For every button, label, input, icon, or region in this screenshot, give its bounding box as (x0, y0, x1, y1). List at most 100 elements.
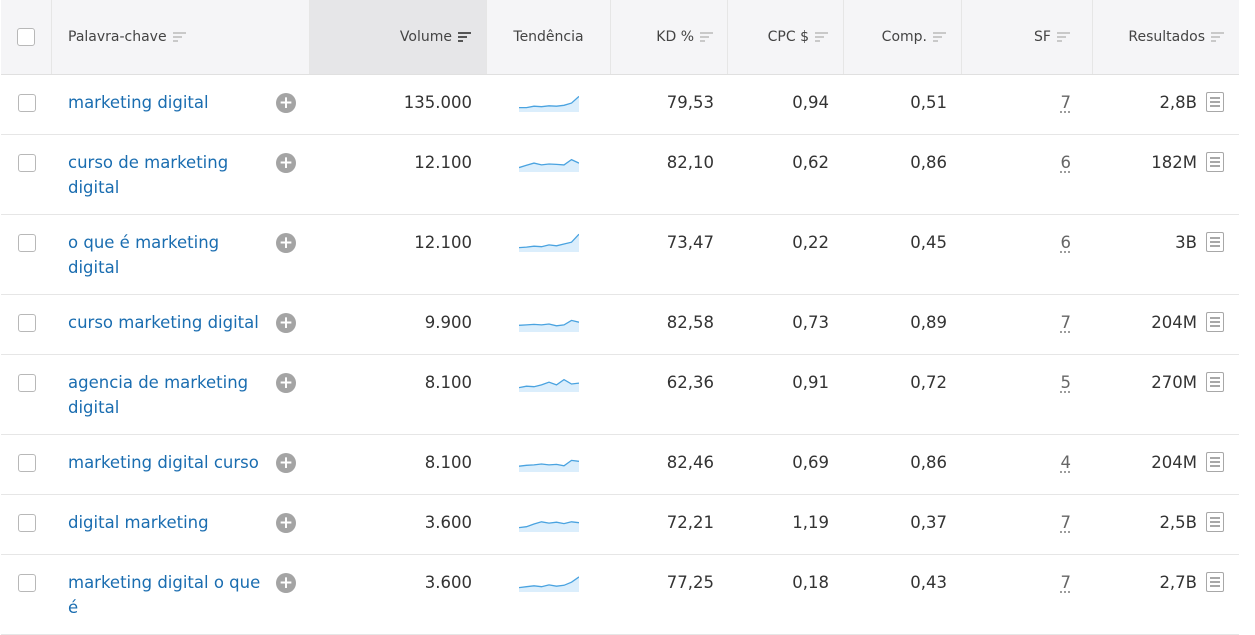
sf-value[interactable]: 4 (1060, 453, 1072, 472)
sort-icon[interactable] (815, 31, 828, 43)
table-row: marketing digital + 135.000 79,53 0,94 0… (1, 75, 1239, 135)
sort-icon[interactable] (700, 31, 713, 43)
volume-value: 12.100 (414, 153, 472, 172)
row-select-cell (1, 135, 52, 214)
sort-icon[interactable] (1211, 31, 1224, 43)
keyword-link[interactable]: marketing digital curso (68, 453, 259, 472)
row-checkbox[interactable] (17, 234, 36, 252)
plus-circle-icon[interactable]: + (276, 93, 296, 113)
kd-cell: 77,25 (611, 555, 728, 634)
keyword-link[interactable]: marketing digital (68, 93, 209, 112)
keyword-link[interactable]: curso marketing digital (68, 313, 259, 332)
trend-area (519, 159, 579, 172)
serp-page-icon[interactable] (1206, 92, 1224, 112)
volume-value: 12.100 (414, 233, 472, 252)
column-comp[interactable]: Comp. (844, 0, 962, 74)
serp-page-icon[interactable] (1206, 452, 1224, 472)
keyword-link[interactable]: curso de marketing digital (68, 153, 229, 197)
sf-value[interactable]: 6 (1060, 233, 1072, 252)
comp-value: 0,86 (910, 153, 947, 172)
table-row: digital marketing + 3.600 72,21 1,19 0,3… (1, 495, 1239, 555)
keyword-link[interactable]: o que é marketing digital (68, 233, 220, 277)
trend-area (519, 234, 579, 252)
keyword-link[interactable]: digital marketing (68, 513, 209, 532)
serp-page-icon[interactable] (1206, 372, 1224, 392)
plus-circle-icon[interactable]: + (276, 313, 296, 333)
plus-circle-icon[interactable]: + (276, 453, 296, 473)
column-cpc[interactable]: CPC $ (728, 0, 844, 74)
plus-circle-icon[interactable]: + (276, 373, 296, 393)
column-keyword[interactable]: Palavra-chave (52, 0, 310, 74)
results-value: 182M (1151, 153, 1197, 172)
row-checkbox[interactable] (17, 454, 36, 472)
keyword-cell: agencia de marketing digital + (52, 355, 310, 434)
row-checkbox[interactable] (17, 154, 36, 172)
select-all-checkbox[interactable] (17, 28, 35, 46)
kd-cell: 72,21 (611, 495, 728, 554)
kd-value: 62,36 (666, 373, 714, 392)
sf-cell: 5 (962, 355, 1093, 434)
serp-page-icon[interactable] (1206, 512, 1224, 532)
comp-value: 0,51 (910, 93, 947, 112)
sf-value[interactable]: 5 (1060, 373, 1072, 392)
volume-cell: 12.100 (310, 215, 487, 294)
sort-icon[interactable] (1057, 31, 1070, 43)
keyword-link[interactable]: marketing digital o que é (68, 573, 261, 617)
plus-circle-icon[interactable]: + (276, 513, 296, 533)
results-cell: 3B (1093, 215, 1239, 294)
sf-value[interactable]: 7 (1060, 513, 1072, 532)
comp-cell: 0,37 (844, 495, 962, 554)
plus-circle-icon[interactable]: + (276, 573, 296, 593)
sort-icon[interactable] (172, 31, 186, 43)
column-sf[interactable]: SF (962, 0, 1093, 74)
kd-cell: 79,53 (611, 75, 728, 134)
sf-value[interactable]: 7 (1060, 573, 1072, 592)
column-kd[interactable]: KD % (611, 0, 728, 74)
volume-value: 135.000 (403, 93, 472, 112)
cpc-value: 0,62 (792, 153, 829, 172)
table-row: o que é marketing digital + 12.100 73,47… (1, 215, 1239, 295)
serp-page-icon[interactable] (1206, 572, 1224, 592)
cpc-cell: 0,18 (728, 555, 844, 634)
sf-cell: 4 (962, 435, 1093, 494)
plus-circle-icon[interactable]: + (276, 233, 296, 253)
plus-circle-icon[interactable]: + (276, 153, 296, 173)
column-results[interactable]: Resultados (1093, 0, 1239, 74)
cpc-cell: 0,94 (728, 75, 844, 134)
comp-cell: 0,43 (844, 555, 962, 634)
kd-cell: 82,10 (611, 135, 728, 214)
keyword-link[interactable]: agencia de marketing digital (68, 373, 249, 417)
sf-value[interactable]: 7 (1060, 93, 1072, 112)
row-checkbox[interactable] (17, 314, 36, 332)
row-checkbox[interactable] (17, 374, 36, 392)
sf-cell: 7 (962, 75, 1093, 134)
sort-icon[interactable] (458, 31, 471, 43)
row-checkbox[interactable] (17, 514, 36, 532)
trend-cell (487, 355, 611, 434)
trend-line (519, 233, 579, 249)
serp-page-icon[interactable] (1206, 232, 1224, 252)
trend-sparkline (519, 378, 579, 392)
results-value: 204M (1151, 453, 1197, 472)
kd-cell: 82,58 (611, 295, 728, 354)
serp-page-icon[interactable] (1206, 312, 1224, 332)
trend-cell (487, 295, 611, 354)
trend-line (519, 378, 579, 389)
trend-line (519, 521, 579, 529)
serp-page-icon[interactable] (1206, 152, 1224, 172)
kd-value: 79,53 (666, 93, 714, 112)
results-cell: 2,7B (1093, 555, 1239, 634)
kd-value: 82,46 (666, 453, 714, 472)
row-checkbox[interactable] (17, 94, 36, 112)
column-volume[interactable]: Volume (310, 0, 487, 74)
sf-value[interactable]: 6 (1060, 153, 1072, 172)
sort-icon[interactable] (933, 31, 946, 43)
header-select-all (1, 0, 52, 74)
row-checkbox[interactable] (17, 574, 36, 592)
results-value: 204M (1151, 313, 1197, 332)
results-cell: 204M (1093, 435, 1239, 494)
sf-value[interactable]: 7 (1060, 313, 1072, 332)
kd-cell: 82,46 (611, 435, 728, 494)
comp-cell: 0,51 (844, 75, 962, 134)
volume-cell: 3.600 (310, 495, 487, 554)
